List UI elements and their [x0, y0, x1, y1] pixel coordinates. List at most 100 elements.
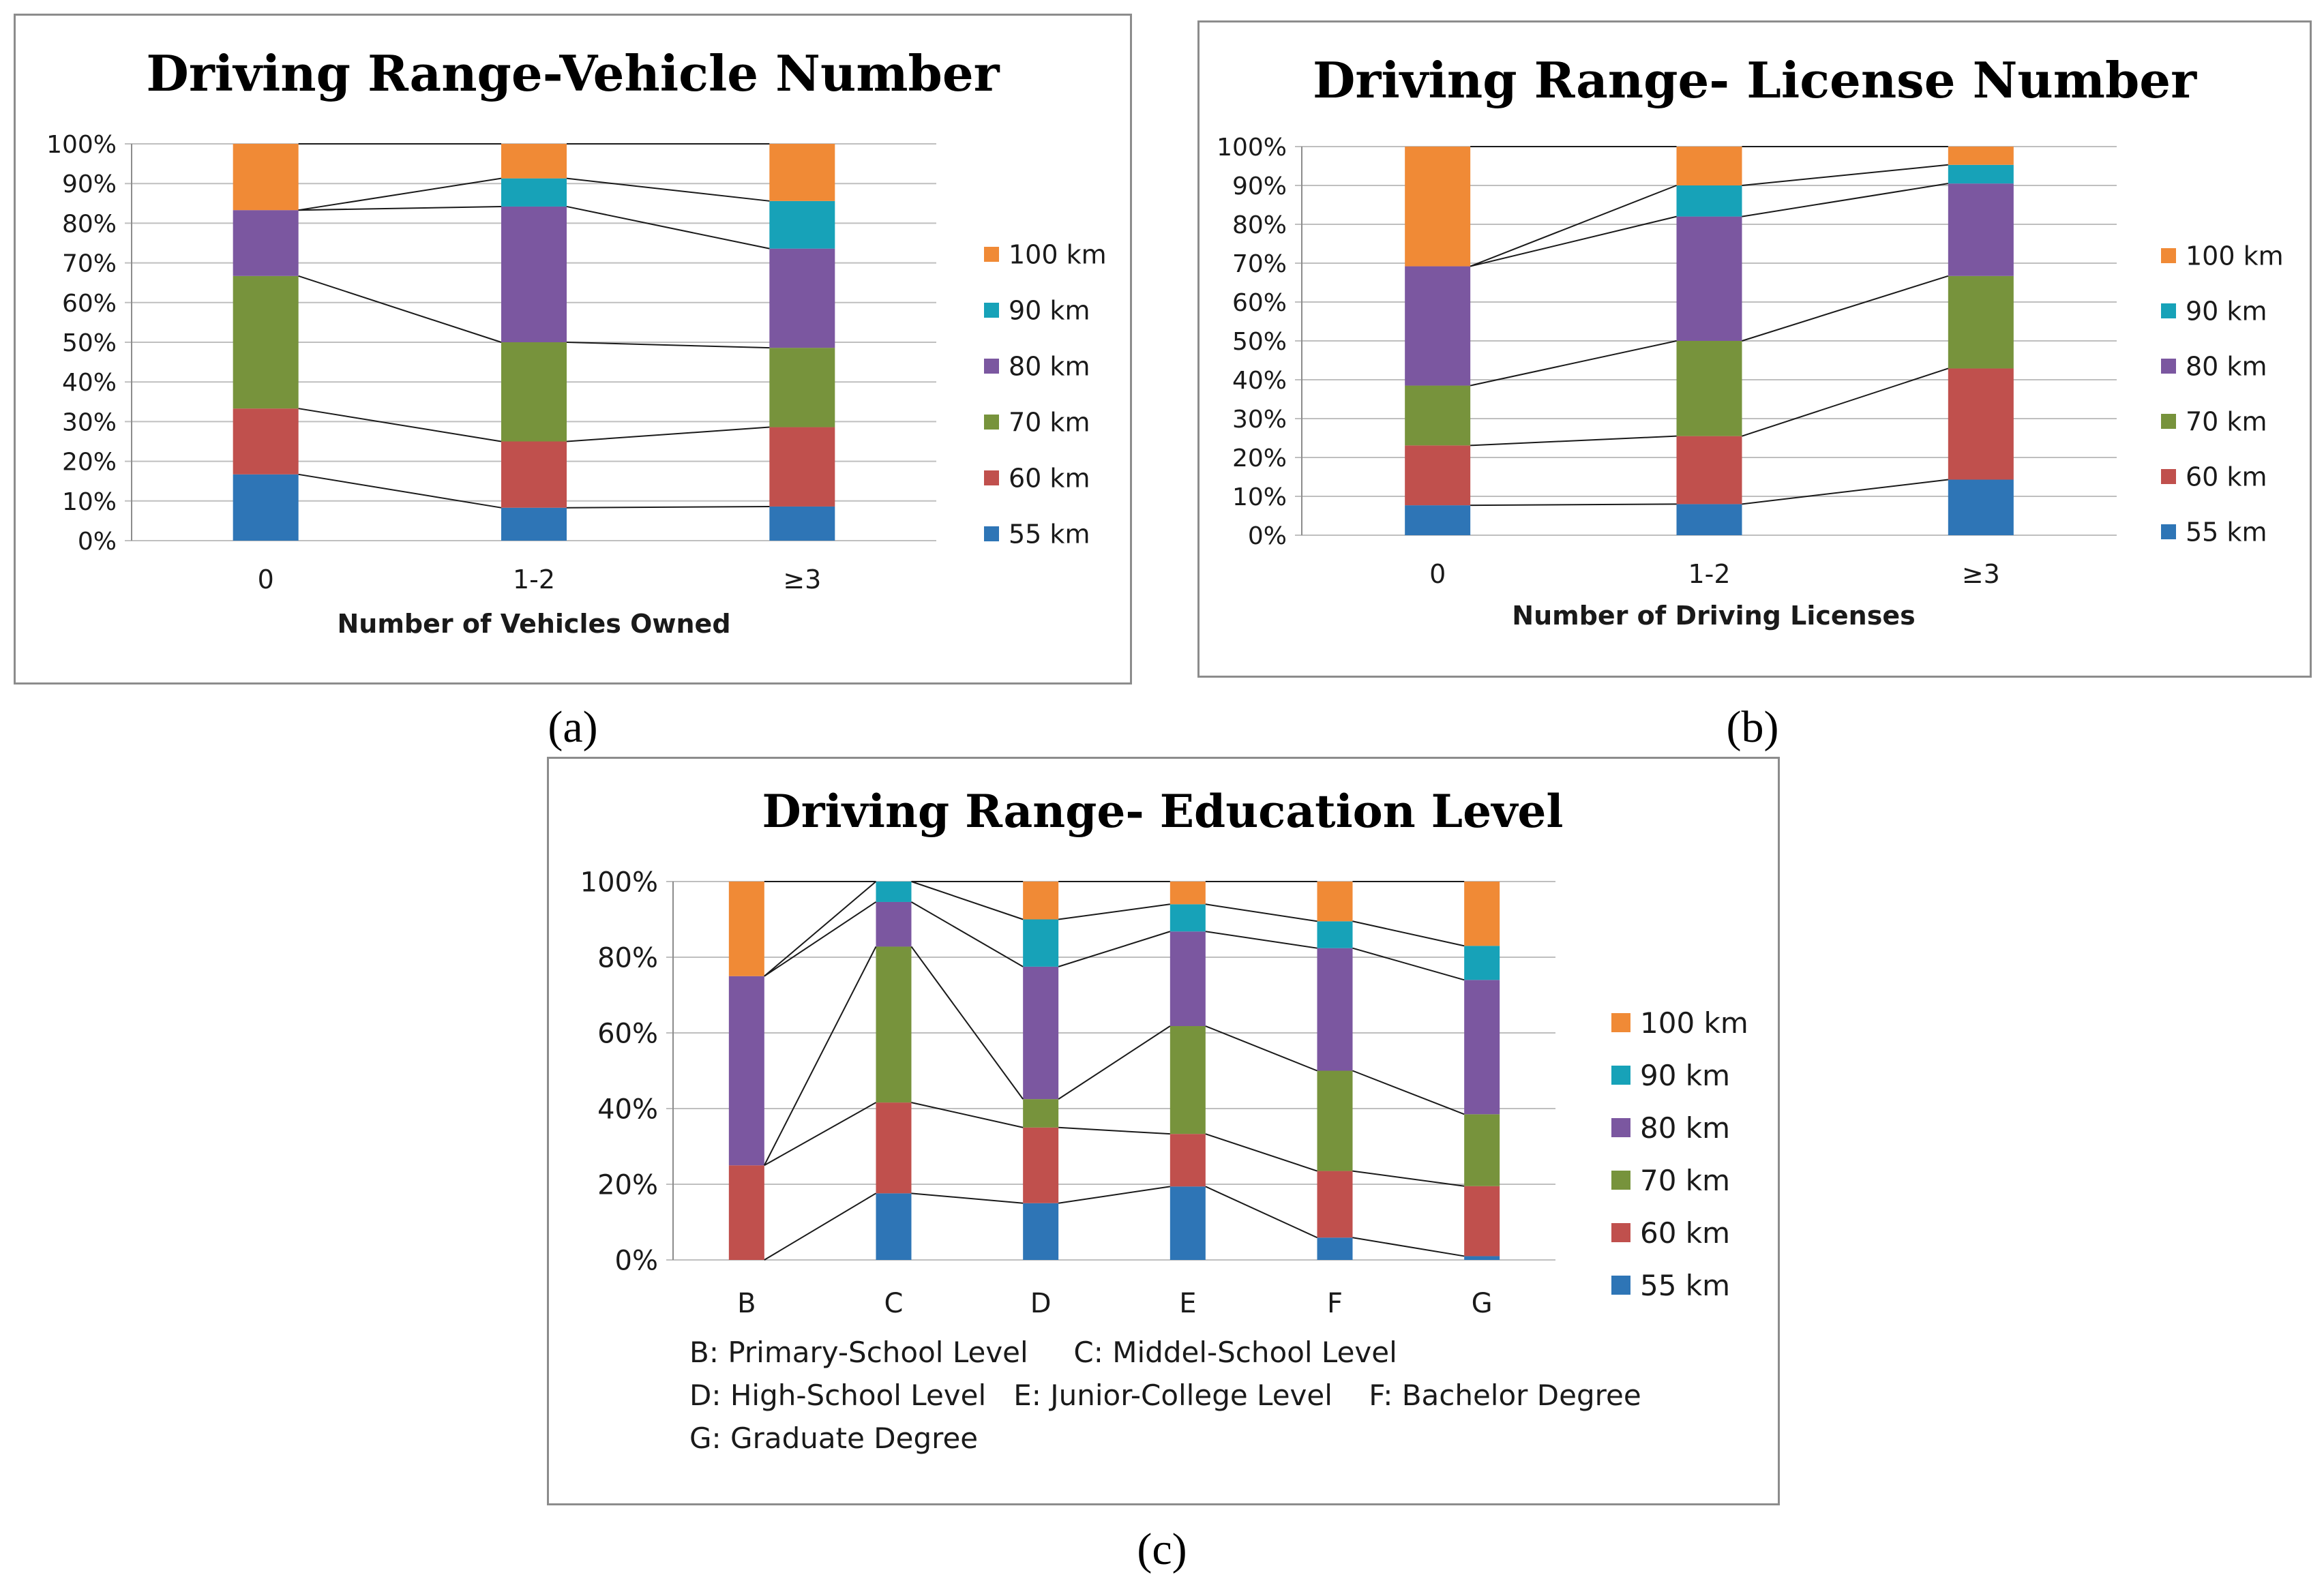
caption-c: (c)	[1137, 1524, 1187, 1574]
chart-c-bar-100km-5	[1464, 882, 1500, 946]
chart-a-y-tick-label: 60%	[62, 290, 117, 318]
chart-c-bar-70km-2	[1023, 1099, 1059, 1128]
chart-c-bar-80km-3	[1170, 931, 1206, 1027]
chart-c-series-line	[911, 881, 1024, 920]
chart-c-legend-swatch	[1611, 1013, 1630, 1032]
chart-c-series-line	[1058, 1126, 1170, 1135]
chart-b-y-tick-label: 50%	[1232, 328, 1287, 356]
chart-c-x-tick-label: C	[884, 1288, 904, 1319]
chart-c-bar-90km-1	[876, 882, 912, 902]
chart-c-legend-swatch	[1611, 1276, 1630, 1295]
chart-a-series-line	[566, 205, 770, 250]
chart-c-y-tick-label: 20%	[597, 1169, 658, 1201]
chart-a-bar-60km-2	[769, 427, 835, 507]
chart-b-bar-60km-2	[1948, 368, 2014, 480]
caption-b: (b)	[1726, 702, 1779, 752]
chart-c-bar-100km-0	[728, 882, 764, 976]
chart-b-bar-60km-1	[1676, 436, 1742, 505]
chart-b-y-tick-label: 100%	[1217, 134, 1287, 162]
chart-a-series-line	[298, 205, 502, 211]
chart-c-bar-90km-2	[1023, 919, 1059, 967]
chart-c-bar-70km-1	[876, 946, 912, 1103]
chart-a-bar-100km-2	[769, 144, 835, 201]
chart-c-series-line	[1352, 920, 1465, 947]
chart-c-series-line	[1205, 1133, 1317, 1172]
chart-c-series-line	[1205, 931, 1317, 949]
chart-c-bar-90km-5	[1464, 946, 1500, 980]
chart-a-x-tick-label: 0	[258, 565, 274, 595]
chart-b-bar-90km-1	[1676, 185, 1742, 217]
chart-b-y-tick-label: 90%	[1232, 172, 1287, 200]
chart-panel-b: Driving Range- License Number 0% 10% 20% 30%…	[1197, 20, 2312, 678]
chart-c-bar-80km-4	[1317, 948, 1353, 1071]
chart-b-title: Driving Range- License Number	[1313, 51, 2197, 109]
chart-b-x-axis-title: Number of Driving Licenses	[1512, 601, 1915, 631]
chart-b-series-line	[1470, 503, 1677, 507]
chart-a-y-tick-label: 50%	[62, 329, 117, 357]
chart-a-legend-swatch	[984, 526, 999, 541]
chart-a-bar-55km-0	[233, 474, 299, 541]
chart-c-series-line	[910, 901, 1024, 967]
chart-a-bar-100km-1	[501, 144, 567, 179]
chart-c-bar-60km-3	[1170, 1134, 1206, 1187]
chart-a-svg: Driving Range-Vehicle Number 0% 10% 20% 30% 4…	[46, 44, 1107, 639]
chart-c-bar-80km-2	[1023, 966, 1059, 1100]
chart-c-footnote: G: Graduate Degree	[689, 1422, 978, 1455]
chart-b-y-tick-label: 60%	[1232, 289, 1287, 317]
chart-a-bar-70km-0	[233, 275, 299, 409]
chart-c-y-tick-label: 60%	[597, 1018, 658, 1049]
chart-c-series-line	[1352, 1170, 1465, 1187]
chart-b-y-tick-label: 30%	[1232, 406, 1287, 434]
chart-c-series-line	[1058, 1025, 1171, 1100]
chart-b-y-tick-label: 80%	[1232, 211, 1287, 239]
chart-b-series-line	[1742, 367, 1949, 437]
chart-a-x-tick-label: ≥3	[783, 565, 821, 595]
chart-c-legend-swatch	[1611, 1118, 1630, 1137]
chart-b-bar-90km-2	[1948, 164, 2014, 184]
chart-panel-a: Driving Range-Vehicle Number 0% 10% 20% 30% 4…	[14, 14, 1132, 685]
chart-c-bar-90km-3	[1170, 904, 1206, 932]
chart-c-legend-swatch	[1611, 1171, 1630, 1190]
chart-a-bar-80km-0	[233, 210, 299, 276]
chart-a-bar-70km-1	[501, 342, 567, 442]
chart-c-series-line	[910, 946, 1024, 1100]
chart-a-series-line	[566, 177, 770, 202]
chart-c-bar-80km-0	[728, 976, 764, 1166]
chart-c-series-line	[764, 901, 877, 977]
chart-c-legend-label: 100 km	[1640, 1006, 1748, 1040]
chart-b-x-tick-label: 1-2	[1688, 559, 1730, 589]
chart-a-bar-80km-1	[501, 206, 567, 342]
chart-c-legend-label: 90 km	[1640, 1059, 1730, 1092]
chart-b-legend-swatch	[2161, 248, 2176, 263]
chart-c-bar-90km-4	[1317, 921, 1353, 948]
chart-a-y-tick-label: 30%	[62, 408, 117, 436]
chart-c-y-tick-label: 100%	[580, 867, 658, 898]
chart-a-series-line	[566, 342, 770, 349]
chart-c-svg: Driving Range- Education Level 0% 20% 40% 60…	[580, 785, 1748, 1455]
chart-c-legend-label: 80 km	[1640, 1111, 1730, 1145]
chart-b-legend-label: 55 km	[2186, 517, 2267, 547]
chart-b-bar-80km-0	[1405, 266, 1471, 386]
chart-c-bar-70km-3	[1170, 1026, 1206, 1134]
chart-c-series-line	[1205, 1025, 1317, 1072]
chart-a-y-tick-label: 90%	[62, 170, 117, 198]
chart-a-series-line	[298, 408, 502, 442]
chart-b-svg: Driving Range- License Number 0% 10% 20% 30%…	[1217, 51, 2284, 631]
chart-c-bar-60km-5	[1464, 1186, 1500, 1257]
chart-b-bar-70km-1	[1676, 341, 1742, 436]
chart-a-legend-label: 100 km	[1009, 240, 1107, 270]
chart-panel-c: Driving Range- Education Level 0% 20% 40% 60…	[547, 757, 1780, 1505]
chart-c-footnote: D: High-School Level E: Junior-College L…	[689, 1379, 1641, 1412]
chart-b-x-tick-label: 0	[1429, 559, 1446, 589]
chart-b-series-line	[1742, 164, 1948, 186]
chart-a-title: Driving Range-Vehicle Number	[146, 44, 1000, 102]
chart-c-series-line	[764, 1192, 877, 1261]
chart-a-y-tick-label: 20%	[62, 449, 117, 477]
chart-b-bar-70km-2	[1948, 275, 2014, 369]
chart-a-y-tick-label: 70%	[62, 250, 117, 278]
chart-c-bar-80km-1	[876, 901, 912, 947]
chart-c-bar-55km-3	[1170, 1186, 1206, 1260]
chart-a-legend-swatch	[984, 247, 999, 262]
chart-b-bar-60km-0	[1405, 445, 1471, 506]
chart-c-title: Driving Range- Education Level	[762, 785, 1564, 838]
